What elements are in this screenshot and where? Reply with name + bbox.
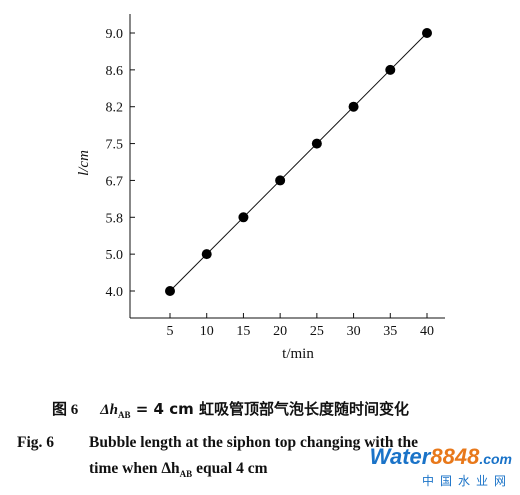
y-tick-label: 6.7 — [106, 174, 124, 189]
y-tick-label: 5.0 — [106, 248, 124, 263]
y-tick-label: 8.6 — [106, 64, 124, 79]
y-tick-label: 9.0 — [106, 27, 124, 42]
y-axis-label: l/cm — [76, 150, 92, 176]
y-tick-label: 4.0 — [106, 285, 124, 300]
caption-en-fig: Fig. 6 — [17, 434, 55, 451]
watermark-subtitle: 中国水业网 — [421, 474, 512, 488]
data-point — [165, 286, 175, 296]
data-point — [201, 249, 212, 260]
watermark-word-a: Water — [369, 444, 431, 469]
caption-en-line2-pre: time when Δh — [89, 460, 180, 477]
x-tick-label: 40 — [420, 324, 434, 339]
x-tick-label: 5 — [167, 324, 174, 339]
x-tick-label: 25 — [310, 324, 324, 339]
axes — [129, 14, 445, 319]
y-tick-label: 8.2 — [106, 101, 124, 116]
y-tick-label: 5.8 — [106, 211, 124, 226]
x-tick-label: 15 — [236, 324, 250, 339]
x-tick-label: 30 — [347, 324, 361, 339]
data-points — [165, 28, 432, 296]
x-axis-label: t/min — [282, 346, 314, 362]
caption-english: Fig. 6 Bubble length at the siphon top ch… — [17, 430, 507, 487]
data-point — [311, 138, 322, 149]
trend-line-group — [169, 32, 428, 292]
watermark-logo: Water8848.com 中国水业网 — [370, 446, 512, 489]
data-point — [422, 28, 432, 38]
ticks: 5 10 15 20 25 30 35 40 4.0 5.0 5.8 6.7 7.5 8.2 8.6 9.0 — [106, 27, 435, 339]
data-point — [385, 64, 396, 75]
data-point — [275, 175, 286, 186]
watermark-word-c: .com — [479, 451, 512, 467]
chart: 5 10 15 20 25 30 35 404.05.05.86.77.58.28.69.0 … — [76, 14, 445, 362]
caption-cn-subscript: AB — [118, 410, 131, 420]
x-tick-label: 10 — [200, 324, 214, 339]
caption-en-line2-post: equal 4 cm — [192, 460, 268, 477]
x-tick-label: 20 — [273, 324, 287, 339]
watermark-word-b: 8848 — [430, 444, 480, 469]
data-point — [348, 101, 359, 112]
caption-en-subscript: AB — [179, 469, 193, 480]
caption-cn-text: = 4 cm 虹吸管顶部气泡长度随时间变化 — [130, 400, 409, 418]
x-tick-label: 35 — [383, 324, 397, 339]
trend-line — [169, 32, 428, 292]
caption-chinese: 图 6 ΔhAB = 4 cm 虹吸管顶部气泡长度随时间变化 — [52, 398, 409, 420]
caption-cn-symbol: Δh — [100, 402, 119, 418]
data-point — [238, 212, 249, 223]
caption-en-line1: Bubble length at the siphon top changing… — [89, 434, 419, 451]
caption-cn-fig: 图 6 — [52, 402, 79, 418]
y-tick-label: 7.5 — [106, 138, 124, 153]
